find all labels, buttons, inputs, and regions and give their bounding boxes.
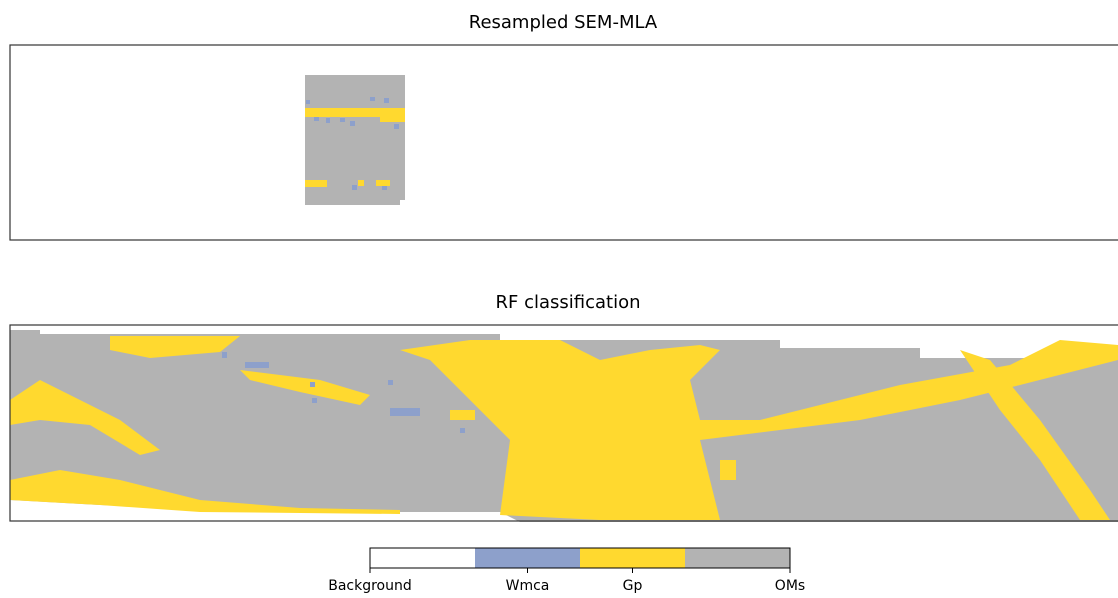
gp-region: [240, 370, 370, 405]
gp-band: [380, 117, 405, 122]
gp-patch: [305, 180, 327, 187]
gp-region: [400, 340, 1118, 520]
colorbar-label: OMs: [775, 578, 805, 594]
rf-map: [10, 330, 1118, 522]
panel-frame: [9, 44, 1118, 241]
panel-title: Resampled SEM-MLA: [469, 12, 658, 33]
panel-title: RF classification: [495, 292, 640, 313]
wmca-pixels: [306, 97, 399, 190]
colorbar-segment: [580, 548, 685, 568]
gp-region: [10, 470, 400, 514]
colorbar-segment: [370, 548, 475, 568]
colorbar: Background Wmca Gp OMs: [328, 547, 805, 594]
panel-frame: [9, 324, 1118, 522]
colorbar-label: Background: [328, 578, 412, 594]
gp-patch: [358, 180, 364, 186]
gp-patch: [376, 180, 390, 186]
colorbar-label: Gp: [623, 578, 643, 594]
gp-region: [10, 380, 160, 455]
wmca-pixels: [222, 352, 465, 433]
colorbar-segment: [685, 548, 790, 568]
colorbar-segment: [475, 548, 580, 568]
gp-band: [305, 108, 405, 117]
gp-region: [110, 336, 240, 358]
colorbar-label: Wmca: [506, 578, 550, 594]
sem-map: [305, 75, 405, 205]
colorbar-frame: [369, 547, 791, 569]
gp-patch: [450, 410, 475, 420]
gp-patch: [720, 460, 736, 480]
gp-region: [960, 350, 1110, 520]
